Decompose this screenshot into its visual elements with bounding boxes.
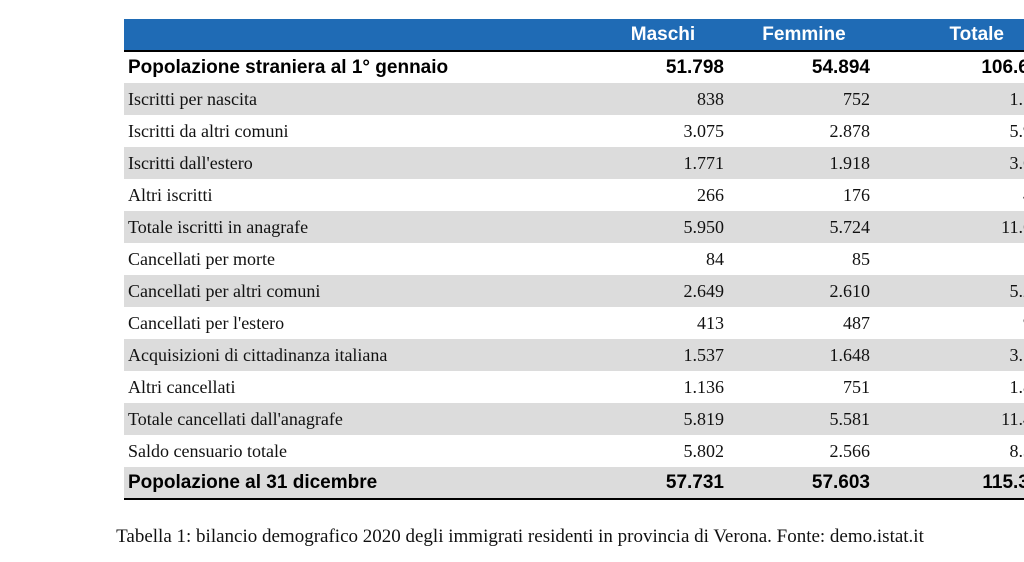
cell-femmine: 2.610: [829, 280, 871, 301]
cell-totale: 3.185: [1009, 344, 1024, 365]
row-label: Altri cancellati: [128, 376, 236, 397]
cell-femmine: 751: [843, 376, 870, 397]
cell-femmine: 1.648: [829, 344, 871, 365]
cell-totale: 5.953: [1009, 120, 1024, 141]
row-label: Saldo censuario totale: [128, 440, 287, 461]
cell-totale: 169: [876, 243, 1024, 275]
header-femmine: Femmine: [762, 23, 846, 45]
table-row: Saldo censuario totale 5.802 2.566 8.368: [124, 435, 1024, 467]
cell-femmine: 5.581: [829, 408, 871, 429]
header-totale: Totale: [949, 23, 1004, 45]
table-row: Iscritti da altri comuni 3.075 2.878 5.9…: [124, 115, 1024, 147]
table-row: Cancellati per morte 84 85 169: [124, 243, 1024, 275]
table-header-row: Maschi Femmine Totale: [124, 19, 1024, 51]
row-label: Cancellati per l'estero: [128, 312, 285, 333]
cell-totale: 5.259: [1009, 280, 1024, 301]
cell-femmine: 487: [843, 312, 870, 333]
cell-maschi: 5.950: [683, 216, 725, 237]
cell-totale: 11.674: [1001, 216, 1024, 237]
row-label: Iscritti per nascita: [128, 88, 257, 109]
row-label: Totale cancellati dall'anagrafe: [128, 408, 343, 429]
row-label: Cancellati per morte: [128, 248, 275, 269]
cell-femmine: 2.566: [829, 440, 871, 461]
cell-totale: 11.400: [1001, 408, 1024, 429]
table-row: Totale iscritti in anagrafe 5.950 5.724 …: [124, 211, 1024, 243]
header-label: [124, 19, 594, 51]
cell-maschi: 2.649: [683, 280, 725, 301]
row-label: Iscritti da altri comuni: [128, 120, 289, 141]
table-caption: Tabella 1: bilancio demografico 2020 deg…: [116, 526, 924, 547]
cell-maschi: 1.136: [683, 376, 725, 397]
cell-maschi: 1.771: [683, 152, 725, 173]
cell-maschi: 57.731: [594, 467, 744, 500]
table-row: Popolazione al 31 dicembre 57.731 57.603…: [124, 467, 1024, 500]
row-label: Altri iscritti: [128, 184, 213, 205]
cell-maschi: 838: [697, 88, 724, 109]
demographic-table-container: Maschi Femmine Totale Popolazione strani…: [124, 19, 1024, 500]
table-row: Popolazione straniera al 1° gennaio 51.7…: [124, 50, 1024, 83]
cell-femmine: 2.878: [829, 120, 871, 141]
demographic-table: Maschi Femmine Totale Popolazione strani…: [124, 19, 1024, 500]
row-label: Popolazione al 31 dicembre: [124, 467, 594, 500]
cell-maschi: 413: [697, 312, 724, 333]
cell-maschi: 51.798: [594, 50, 744, 83]
cell-maschi: 3.075: [683, 120, 725, 141]
cell-femmine: 85: [852, 248, 870, 269]
cell-totale: 442: [876, 179, 1024, 211]
table-row: Cancellati per altri comuni 2.649 2.610 …: [124, 275, 1024, 307]
cell-totale: 8.368: [1009, 440, 1024, 461]
table-row: Acquisizioni di cittadinanza italiana 1.…: [124, 339, 1024, 371]
cell-femmine: 57.603: [744, 467, 876, 500]
row-label: Acquisizioni di cittadinanza italiana: [128, 344, 388, 365]
row-label: Totale iscritti in anagrafe: [128, 216, 309, 237]
row-label: Cancellati per altri comuni: [128, 280, 321, 301]
cell-maschi: 5.802: [683, 440, 725, 461]
cell-femmine: 176: [843, 184, 870, 205]
cell-totale: 1.887: [1009, 376, 1024, 397]
cell-femmine: 54.894: [744, 50, 876, 83]
row-label: Popolazione straniera al 1° gennaio: [124, 50, 594, 83]
cell-femmine: 752: [843, 88, 870, 109]
cell-totale: 115.334: [876, 467, 1024, 500]
table-row: Iscritti per nascita 838 752 1.590: [124, 83, 1024, 115]
cell-totale: 900: [876, 307, 1024, 339]
table-row: Altri iscritti 266 176 442: [124, 179, 1024, 211]
table-row: Totale cancellati dall'anagrafe 5.819 5.…: [124, 403, 1024, 435]
cell-totale: 3.689: [1009, 152, 1024, 173]
cell-femmine: 1.918: [829, 152, 871, 173]
cell-totale: 1.590: [1009, 88, 1024, 109]
table-row: Iscritti dall'estero 1.771 1.918 3.689: [124, 147, 1024, 179]
cell-totale: 106.692: [876, 50, 1024, 83]
cell-femmine: 5.724: [829, 216, 871, 237]
cell-maschi: 266: [697, 184, 724, 205]
cell-maschi: 1.537: [683, 344, 725, 365]
cell-maschi: 84: [706, 248, 724, 269]
row-label: Iscritti dall'estero: [128, 152, 253, 173]
table-row: Altri cancellati 1.136 751 1.887: [124, 371, 1024, 403]
header-maschi: Maschi: [630, 23, 696, 45]
cell-maschi: 5.819: [683, 408, 725, 429]
table-row: Cancellati per l'estero 413 487 900: [124, 307, 1024, 339]
